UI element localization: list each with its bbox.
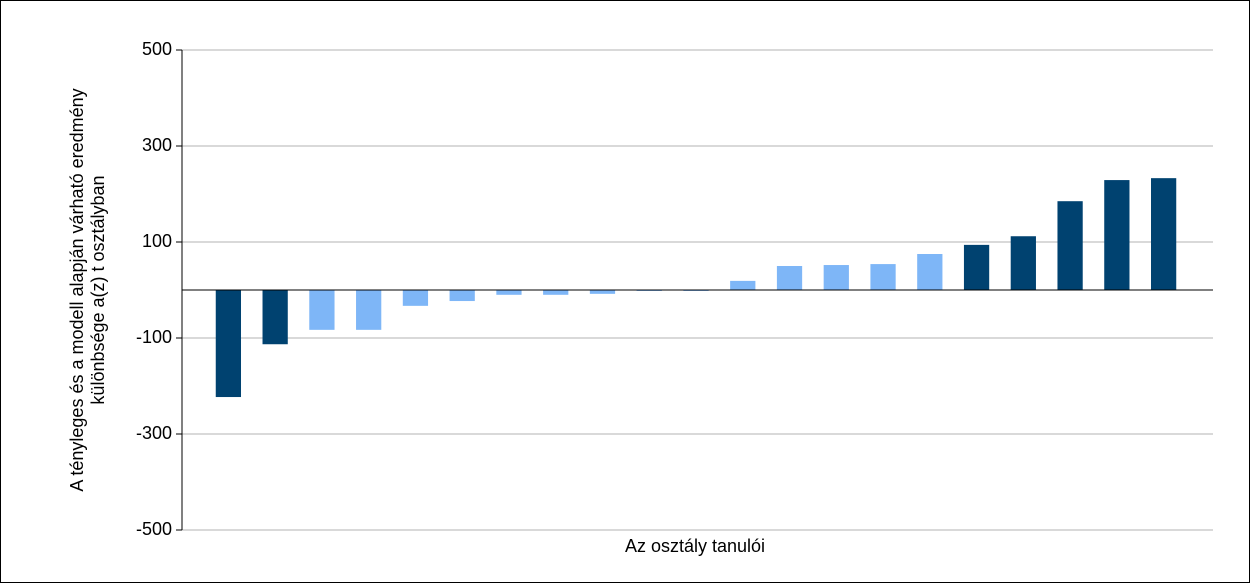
x-axis-label: Az osztály tanulói [625,536,765,556]
y-tick-label: 300 [142,135,172,155]
y-axis-label-line: A tényleges és a modell alapján várható … [67,88,87,491]
bar [496,290,522,295]
bar [589,290,616,294]
bar [776,266,803,290]
bar [870,264,896,290]
bar [823,265,849,290]
bar [449,290,475,302]
y-tick-label: -300 [136,423,172,443]
bar [1150,178,1177,290]
bar [215,290,242,398]
y-tick-label: 100 [142,231,172,251]
bar [356,290,382,330]
y-axis-label: A tényleges és a modell alapján várható … [67,88,108,491]
bar [543,290,569,295]
bar [963,244,990,290]
bar [730,280,756,290]
bar [1057,201,1083,290]
y-tick-label: -100 [136,327,172,347]
y-tick-label: -500 [136,519,172,539]
bar [309,290,335,330]
bar [402,290,429,306]
y-tick-label: 500 [142,39,172,59]
bar [1010,236,1036,290]
bar [917,254,943,290]
bar [262,290,288,345]
y-axis-label-line: különbsége a(z) t osztályban [88,175,108,404]
bar [1104,180,1130,290]
